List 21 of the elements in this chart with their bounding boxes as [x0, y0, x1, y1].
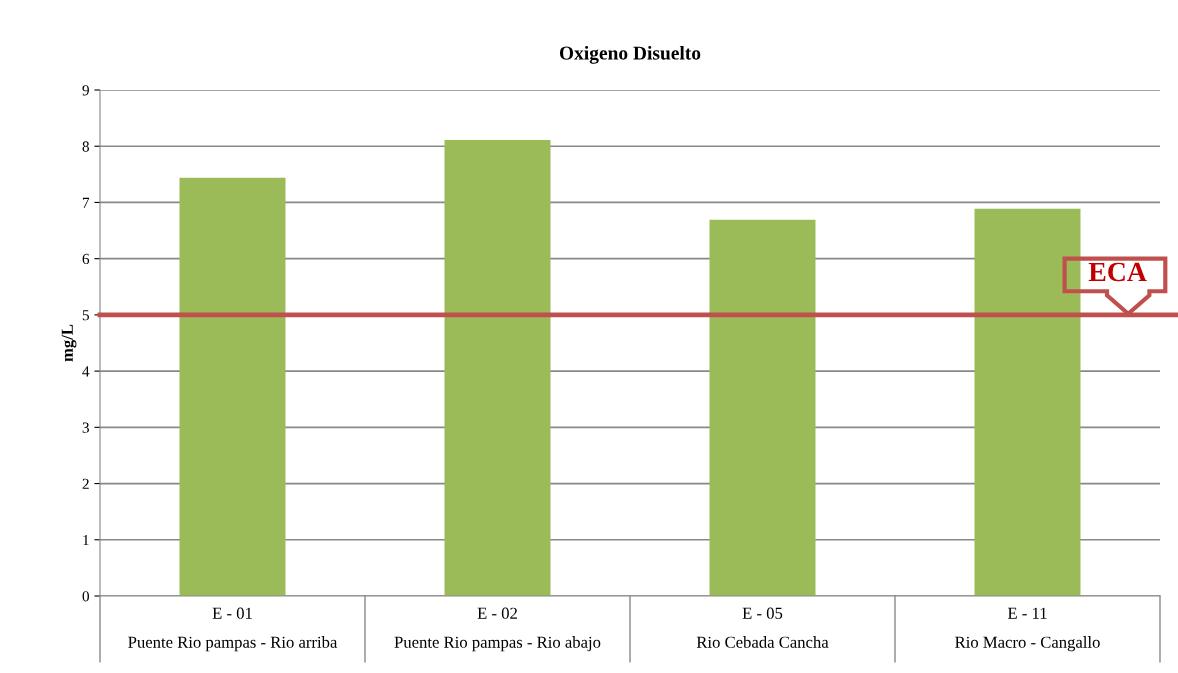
y-tick-label: 2: [82, 478, 89, 489]
ref-line-label: ECA: [1088, 262, 1147, 282]
chart-title: Oxigeno Disuelto: [559, 45, 701, 64]
y-tick-label: 6: [82, 253, 90, 265]
bar: [974, 208, 1081, 596]
y-tick-label: 9: [82, 85, 89, 96]
y-tick-label: 1: [83, 534, 89, 546]
y-tick-label: 3: [82, 422, 89, 433]
y-tick-label: 8: [82, 141, 89, 152]
x-tick-label: E - 02 Puente Rio pampas - Rio abajo: [394, 607, 601, 652]
y-tick-label: 0: [82, 591, 89, 602]
y-axis-title: mg/L: [61, 324, 77, 362]
y-tick-label: 7: [82, 197, 90, 208]
y-tick-label: 4: [82, 366, 90, 377]
bar: [179, 177, 286, 596]
bar: [709, 219, 816, 596]
bar: [444, 140, 551, 596]
x-tick-label: E - 01 Puente Rio pampas - Rio arriba: [128, 607, 338, 652]
x-tick-label: E - 11 Rio Macro - Cangallo: [955, 607, 1100, 652]
y-tick-label: 5: [82, 310, 89, 321]
x-tick-label: E - 05 Rio Cebada Cancha: [696, 607, 829, 648]
